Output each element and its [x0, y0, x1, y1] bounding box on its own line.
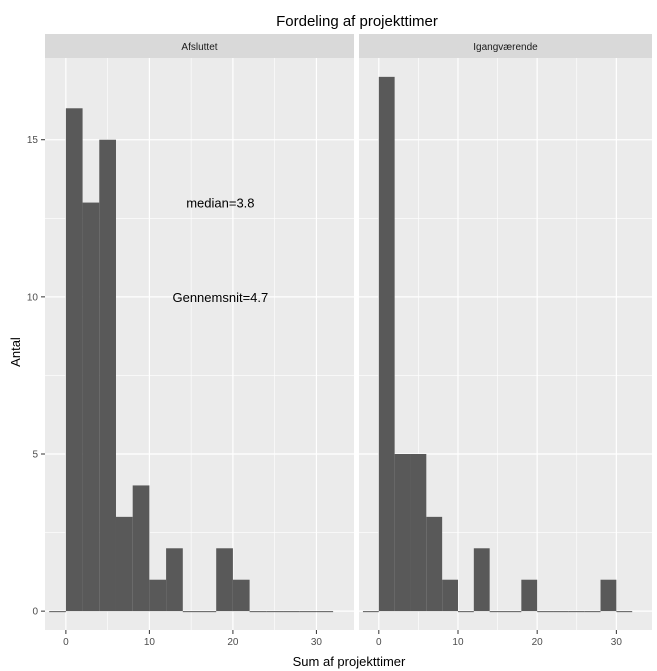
histogram-bar	[568, 611, 585, 613]
x-tick-label: 0	[63, 637, 69, 648]
histogram-bar	[166, 548, 183, 612]
x-tick-label: 10	[144, 637, 156, 648]
histogram-bar	[616, 611, 633, 613]
annotation-text: median=3.8	[186, 196, 254, 211]
histogram-bar	[457, 611, 474, 613]
histogram-bar	[600, 579, 617, 612]
histogram-bar	[149, 579, 167, 612]
x-tick-label: 20	[227, 637, 239, 648]
chart-title: Fordeling af projekttimer	[276, 13, 438, 30]
histogram-bar	[82, 202, 100, 612]
y-tick-label: 5	[32, 450, 38, 461]
histogram-bar	[65, 108, 83, 612]
facet-strip-label: Igangværende	[473, 42, 538, 53]
facet-strip-label: Afsluttet	[181, 42, 217, 53]
y-tick-label: 15	[27, 135, 39, 146]
histogram-bar	[115, 516, 133, 612]
histogram-bar	[378, 76, 395, 612]
x-axis-label: Sum af projekttimer	[293, 654, 406, 669]
annotation-text: Gennemsnit=4.7	[172, 290, 268, 305]
histogram-bar	[199, 611, 217, 613]
histogram-bar	[266, 611, 284, 613]
histogram-bar	[182, 611, 200, 613]
facet-strip	[45, 34, 354, 58]
histogram-bar	[410, 454, 427, 612]
histogram-bar	[249, 611, 267, 613]
histogram-bar	[216, 548, 233, 612]
histogram-bar	[505, 611, 522, 613]
y-tick-label: 0	[32, 607, 38, 618]
x-tick-label: 20	[532, 637, 544, 648]
histogram-bar	[426, 516, 443, 612]
y-tick-label: 10	[27, 292, 39, 303]
histogram-bar	[132, 485, 150, 612]
histogram-bar	[283, 611, 300, 613]
histogram-bar	[316, 611, 334, 613]
x-tick-label: 0	[376, 637, 382, 648]
histogram-bar	[394, 454, 411, 612]
histogram-bar	[299, 611, 317, 613]
histogram-bar	[584, 611, 601, 613]
histogram-bar	[49, 611, 66, 613]
facet-panel-1: Afsluttet median=3.8 Gennemsnit=4.7 0 10 20 30…	[27, 34, 354, 648]
histogram-bar	[362, 611, 379, 613]
histogram-bar	[537, 611, 554, 613]
x-tick-label: 30	[611, 637, 623, 648]
histogram-bar	[553, 611, 569, 613]
y-axis-label: Antal	[8, 337, 23, 367]
facet-panel-2: Igangværende 0 10 20 30	[359, 34, 652, 648]
x-tick-label: 30	[311, 637, 323, 648]
histogram-bar	[489, 611, 506, 613]
histogram-bar	[473, 548, 490, 612]
histogram-bar	[521, 579, 538, 612]
x-tick-label: 10	[452, 637, 464, 648]
histogram-bar	[99, 139, 116, 612]
facet-strip	[359, 34, 652, 58]
histogram-bar	[232, 579, 250, 612]
histogram-bar	[442, 579, 458, 612]
facet-panels: Afsluttet median=3.8 Gennemsnit=4.7 0 10 20 30…	[27, 34, 652, 648]
